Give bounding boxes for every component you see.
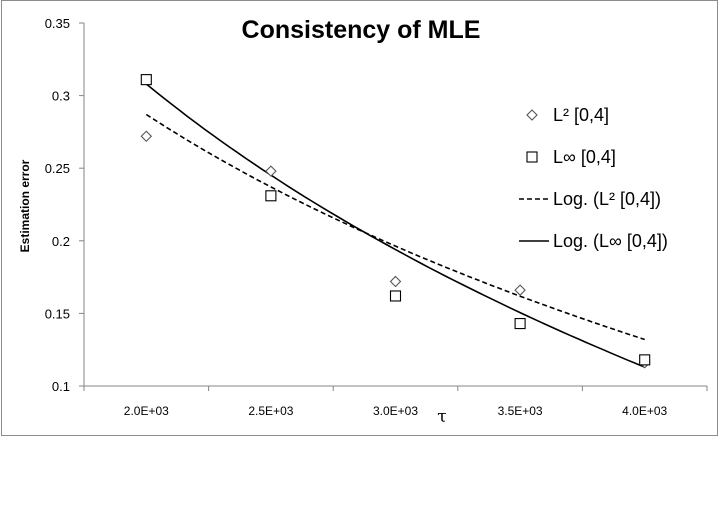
y-tick-label: 0.1 <box>52 379 70 394</box>
data-point-linf <box>265 190 277 202</box>
data-point-linf <box>514 318 526 330</box>
x-axis-label: τ <box>437 407 446 427</box>
data-point-linf <box>639 354 651 366</box>
x-tick-label: 2.0E+03 <box>124 404 169 418</box>
chart-frame: Consistency of MLE Estimation error τ 0.… <box>1 0 718 436</box>
data-point-l2 <box>140 130 153 143</box>
y-tick-label: 0.2 <box>52 234 70 249</box>
y-tick-label: 0.25 <box>45 161 70 176</box>
legend-label: Log. (L² [0,4]) <box>553 189 661 209</box>
trendline-l2 <box>145 113 645 341</box>
y-tick-label: 0.35 <box>45 16 70 31</box>
legend-key-linf <box>526 151 538 163</box>
data-point-linf <box>389 290 402 302</box>
trendline-linf <box>145 83 646 368</box>
data-point-l2 <box>514 284 526 296</box>
legend-key-l2 <box>526 109 538 121</box>
x-tick-label: 2.5E+03 <box>248 404 293 418</box>
chart-svg: Consistency of MLE Estimation error τ 0.… <box>18 16 708 427</box>
legend-label: L² [0,4] <box>553 105 609 125</box>
plot-area: 0.1 0.15 0.2 0.25 0.3 0.35 2.0E+03 2.5E+03 3.0E+… <box>45 16 708 418</box>
data-point-l2 <box>265 165 277 177</box>
x-tick-label: 3.0E+03 <box>373 404 418 418</box>
legend-label: L∞ [0,4] <box>553 147 616 167</box>
x-tick-label: 4.0E+03 <box>622 404 667 418</box>
legend: L² [0,4] L∞ [0,4] Log. (L² [0,4]) Log. (L∞ … <box>519 105 668 251</box>
data-point-l2 <box>389 275 402 288</box>
y-tick-label: 0.3 <box>52 89 70 104</box>
x-tick-label: 3.5E+03 <box>498 404 543 418</box>
chart-title: Consistency of MLE <box>242 16 481 44</box>
data-point-linf <box>140 74 152 86</box>
legend-label: Log. (L∞ [0,4]) <box>553 231 668 251</box>
y-tick-label: 0.15 <box>45 306 70 321</box>
y-axis-label: Estimation error <box>18 159 32 252</box>
